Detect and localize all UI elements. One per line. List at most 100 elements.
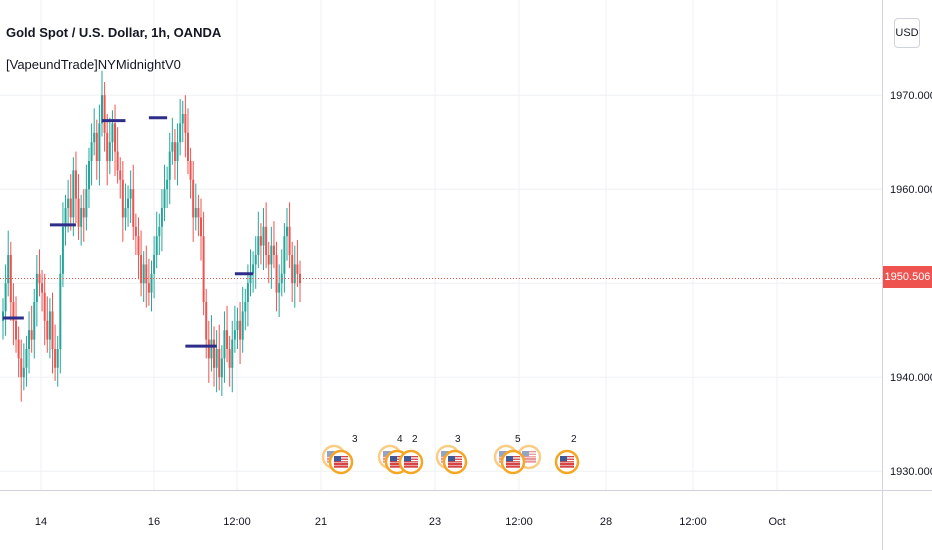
chart-grid <box>0 0 882 490</box>
candle-body <box>4 283 7 312</box>
candle-body <box>119 170 122 180</box>
x-tick-label: Oct <box>768 516 785 528</box>
candle-body <box>244 302 247 312</box>
candle-body <box>291 255 294 284</box>
candle-body <box>108 142 111 161</box>
candle-body <box>82 208 85 218</box>
indicator-label[interactable]: [VapeundTrade]NYMidnightV0 <box>6 57 181 72</box>
candle-body <box>231 339 234 368</box>
currency-button[interactable]: USD <box>894 18 920 48</box>
candle-body <box>77 198 80 227</box>
candle-body <box>7 255 10 284</box>
candle-body <box>265 226 268 255</box>
candle-body <box>150 273 153 293</box>
candle-body <box>176 142 179 161</box>
candle-body <box>239 320 242 340</box>
candle-body <box>22 367 25 378</box>
candle-body <box>254 255 257 265</box>
candles <box>2 70 301 402</box>
candle-body <box>33 302 36 340</box>
us-flag-event-icon <box>554 449 580 475</box>
candle-body <box>220 358 223 378</box>
candle-body <box>275 255 278 293</box>
candle-body <box>228 349 231 368</box>
candle-body <box>17 339 20 359</box>
candle-body <box>233 330 236 340</box>
candle-body <box>64 208 67 227</box>
candle-body <box>56 349 59 368</box>
candle-body <box>202 236 205 302</box>
candle-body <box>262 226 265 246</box>
candle-body <box>28 330 31 349</box>
event-count-label: 3 <box>352 434 358 445</box>
candle-body <box>200 217 202 237</box>
candle-body <box>189 161 192 180</box>
candle-body <box>80 208 83 227</box>
event-count-label: 2 <box>412 434 418 445</box>
candle-body <box>137 236 140 255</box>
candle-body <box>72 170 75 218</box>
candle-body <box>116 151 119 171</box>
us-flag-event-icon <box>328 449 354 475</box>
candle-body <box>205 302 208 340</box>
candle-body <box>111 123 114 143</box>
candle-body <box>173 142 176 161</box>
candle-body <box>160 208 163 227</box>
event-count-label: 2 <box>571 434 577 445</box>
x-tick-label: 16 <box>148 516 160 528</box>
candle-body <box>25 349 28 368</box>
candle-body <box>140 255 143 284</box>
candle-body <box>272 245 275 255</box>
candle-body <box>184 114 187 133</box>
candle-body <box>67 198 70 208</box>
candle-body <box>236 320 239 331</box>
y-tick-label: 1930.000 <box>890 466 932 478</box>
chart-title: Gold Spot / U.S. Dollar, 1h, OANDA <box>6 25 222 40</box>
candle-body <box>129 189 132 199</box>
candle-body <box>35 273 38 302</box>
candle-body <box>296 264 299 274</box>
candle-body <box>145 264 148 284</box>
candle-body <box>213 339 216 368</box>
us-flag-event-icon <box>398 449 424 475</box>
candle-body <box>12 302 15 321</box>
candle-body <box>46 320 49 340</box>
midnight-open-lines <box>3 116 254 348</box>
candle-body <box>226 330 229 349</box>
candle-body <box>194 208 197 218</box>
candle-body <box>171 142 174 152</box>
candle-body <box>283 236 286 274</box>
candle-body <box>158 226 161 237</box>
candle-body <box>15 320 18 340</box>
candle-body <box>257 236 260 255</box>
candle-body <box>186 132 189 161</box>
candle-body <box>163 189 166 208</box>
candle-body <box>210 339 213 359</box>
candle-body <box>155 236 158 255</box>
last-price-label: 1950.506 <box>883 266 932 288</box>
candle-body <box>103 95 106 133</box>
candle-body <box>9 255 12 302</box>
candle-body <box>280 273 283 284</box>
y-tick-label: 1940.000 <box>890 372 932 384</box>
candle-body <box>179 123 182 143</box>
candle-body <box>127 198 130 208</box>
candle-body <box>142 264 145 284</box>
candle-body <box>51 311 54 349</box>
x-tick-label: 23 <box>429 516 441 528</box>
candle-body <box>20 358 23 378</box>
candle-body <box>197 208 200 218</box>
x-tick-label: 21 <box>315 516 327 528</box>
us-flag-event-icon <box>442 449 468 475</box>
candle-body <box>249 273 252 284</box>
candle-body <box>288 226 291 255</box>
candle-body <box>218 349 221 378</box>
candle-body <box>41 283 44 293</box>
candle-body <box>95 132 98 161</box>
candle-body <box>147 283 150 293</box>
candle-body <box>181 114 184 124</box>
us-flag-event-icon <box>500 449 526 475</box>
event-count-label: 5 <box>515 434 521 445</box>
